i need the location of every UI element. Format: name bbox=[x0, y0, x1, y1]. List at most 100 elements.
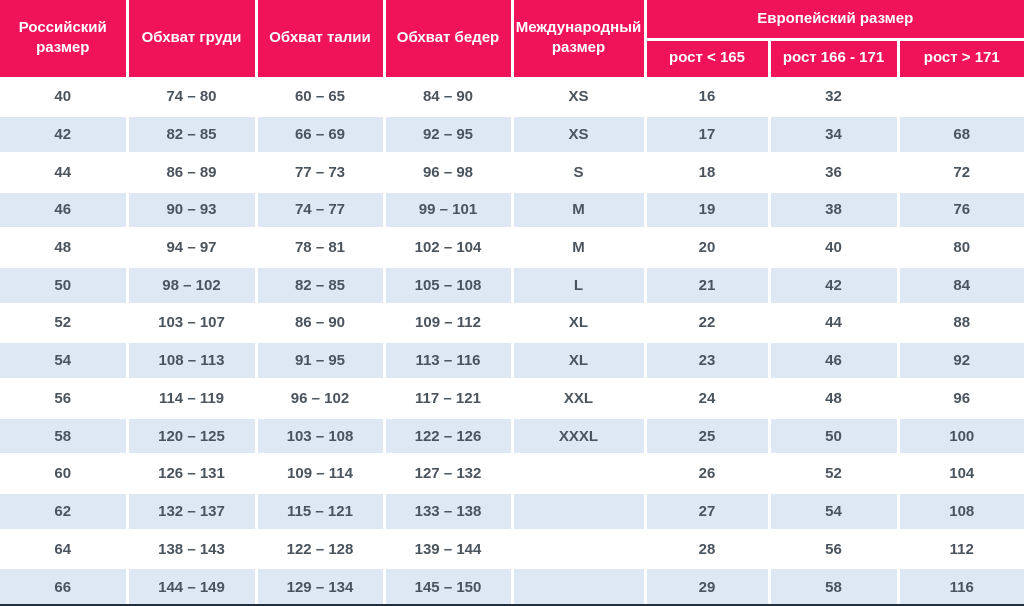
table-cell: XL bbox=[510, 340, 647, 381]
table-cell: 25 bbox=[643, 415, 771, 457]
table-cell: 42 bbox=[767, 264, 900, 306]
table-cell: 48 bbox=[0, 227, 129, 268]
table-cell: 38 bbox=[767, 189, 900, 231]
subcol-header-height-gt-171: рост > 171 bbox=[896, 37, 1024, 80]
table-cell: 21 bbox=[643, 264, 771, 306]
table-cell: 64 bbox=[0, 528, 129, 570]
table-cell: 86 – 90 bbox=[254, 302, 386, 344]
table-cell: XS bbox=[510, 76, 647, 118]
table-cell: 127 – 132 bbox=[382, 453, 514, 495]
subcol-header-height-lt-165: рост < 165 bbox=[643, 37, 771, 80]
table-cell: 92 – 95 bbox=[382, 114, 514, 155]
header-row-main: Российский размер Обхват груди Обхват та… bbox=[0, 0, 1024, 80]
table-cell: 17 bbox=[643, 114, 771, 155]
table-row: 44 86 – 89 77 – 73 96 – 98 S 18 36 72 bbox=[0, 151, 1024, 193]
table-cell: 88 bbox=[896, 302, 1024, 344]
table-cell: 92 bbox=[896, 340, 1024, 381]
table-cell: 108 bbox=[896, 491, 1024, 532]
table-cell: 32 bbox=[767, 76, 900, 118]
table-cell: 114 – 119 bbox=[125, 378, 258, 419]
table-cell: 74 – 77 bbox=[254, 189, 386, 231]
table-cell: 27 bbox=[643, 491, 771, 532]
table-cell: 102 – 104 bbox=[382, 227, 514, 268]
table-row: 42 82 – 85 66 – 69 92 – 95 XS 17 34 68 bbox=[0, 114, 1024, 155]
table-cell: 68 bbox=[896, 114, 1024, 155]
table-cell: XXXL bbox=[510, 415, 647, 457]
table-cell: 109 – 114 bbox=[254, 453, 386, 495]
table-cell: 46 bbox=[767, 340, 900, 381]
table-cell: 23 bbox=[643, 340, 771, 381]
table-cell: 16 bbox=[643, 76, 771, 118]
table-cell: 66 bbox=[0, 566, 129, 604]
table-cell: 99 – 101 bbox=[382, 189, 514, 231]
table-cell: 133 – 138 bbox=[382, 491, 514, 532]
table-cell: 90 – 93 bbox=[125, 189, 258, 231]
col-header-european-size: Европейский размер bbox=[643, 0, 1024, 41]
table-cell: 82 – 85 bbox=[254, 264, 386, 306]
table-cell: 52 bbox=[767, 453, 900, 495]
table-cell: 60 – 65 bbox=[254, 76, 386, 118]
table-row: 60 126 – 131 109 – 114 127 – 132 26 52 104 bbox=[0, 453, 1024, 495]
table-cell: 84 bbox=[896, 264, 1024, 306]
table-cell: 108 – 113 bbox=[125, 340, 258, 381]
col-header-russian-size: Российский размер bbox=[0, 0, 129, 80]
table-cell: L bbox=[510, 264, 647, 306]
table-cell: 44 bbox=[767, 302, 900, 344]
table-cell: 56 bbox=[767, 528, 900, 570]
table-cell: XS bbox=[510, 114, 647, 155]
table-cell: 76 bbox=[896, 189, 1024, 231]
table-cell: 56 bbox=[0, 378, 129, 419]
table-cell: 96 – 102 bbox=[254, 378, 386, 419]
table-cell: 42 bbox=[0, 114, 129, 155]
header-row-heights: рост < 165 рост 166 - 171 рост > 171 bbox=[0, 37, 1024, 80]
table-cell: 52 bbox=[0, 302, 129, 344]
table-cell: 129 – 134 bbox=[254, 566, 386, 604]
table-cell: 72 bbox=[896, 151, 1024, 193]
table-cell: 44 bbox=[0, 151, 129, 193]
table-cell: M bbox=[510, 227, 647, 268]
subcol-header-height-166-171: рост 166 - 171 bbox=[767, 37, 900, 80]
table-cell: 98 – 102 bbox=[125, 264, 258, 306]
table-cell: 60 bbox=[0, 453, 129, 495]
table-cell: 78 – 81 bbox=[254, 227, 386, 268]
table-cell: 20 bbox=[643, 227, 771, 268]
table-cell: 54 bbox=[0, 340, 129, 381]
col-header-waist: Обхват талии bbox=[254, 0, 386, 80]
table-cell: 40 bbox=[0, 76, 129, 118]
col-header-international-size: Международный размер bbox=[510, 0, 647, 80]
table-cell: 22 bbox=[643, 302, 771, 344]
table-cell: 66 – 69 bbox=[254, 114, 386, 155]
table-cell: 139 – 144 bbox=[382, 528, 514, 570]
table-cell: 132 – 137 bbox=[125, 491, 258, 532]
table-cell: 84 – 90 bbox=[382, 76, 514, 118]
table-cell: 80 bbox=[896, 227, 1024, 268]
table-cell bbox=[896, 76, 1024, 118]
table-cell: 50 bbox=[0, 264, 129, 306]
table-cell: 54 bbox=[767, 491, 900, 532]
table-cell: 105 – 108 bbox=[382, 264, 514, 306]
table-cell: 120 – 125 bbox=[125, 415, 258, 457]
table-cell bbox=[510, 566, 647, 604]
table-cell: 40 bbox=[767, 227, 900, 268]
table-cell: 112 bbox=[896, 528, 1024, 570]
table-cell: 144 – 149 bbox=[125, 566, 258, 604]
table-cell: 138 – 143 bbox=[125, 528, 258, 570]
table-cell: M bbox=[510, 189, 647, 231]
table-cell: 122 – 128 bbox=[254, 528, 386, 570]
table-cell: 74 – 80 bbox=[125, 76, 258, 118]
table-row: 62 132 – 137 115 – 121 133 – 138 27 54 108 bbox=[0, 491, 1024, 532]
table-cell: 34 bbox=[767, 114, 900, 155]
table-cell: 28 bbox=[643, 528, 771, 570]
table-cell: 104 bbox=[896, 453, 1024, 495]
table-cell: 19 bbox=[643, 189, 771, 231]
table-row: 48 94 – 97 78 – 81 102 – 104 M 20 40 80 bbox=[0, 227, 1024, 268]
table-row: 46 90 – 93 74 – 77 99 – 101 M 19 38 76 bbox=[0, 189, 1024, 231]
table-cell: 116 bbox=[896, 566, 1024, 604]
table-cell bbox=[510, 528, 647, 570]
table-cell: 86 – 89 bbox=[125, 151, 258, 193]
table-cell: 36 bbox=[767, 151, 900, 193]
table-cell: 109 – 112 bbox=[382, 302, 514, 344]
table-cell: 126 – 131 bbox=[125, 453, 258, 495]
